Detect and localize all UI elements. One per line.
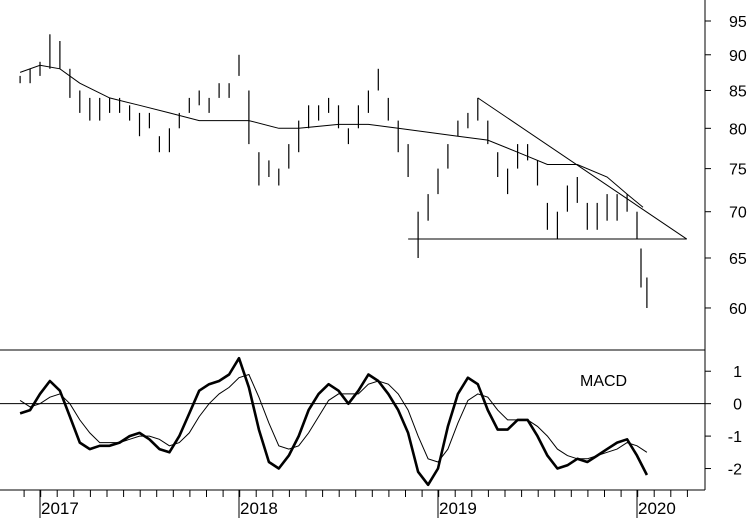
price-tick-label: 60 [729, 301, 747, 318]
x-tick-label: 2019 [439, 499, 477, 518]
moving-average-line [19, 64, 644, 208]
price-tick-label: 90 [729, 48, 747, 65]
price-tick-label: 95 [729, 14, 747, 31]
macd-signal-line [19, 373, 648, 463]
x-tick-label: 2018 [240, 499, 278, 518]
x-tick-label: 2020 [638, 499, 676, 518]
x-axis-ticks: 2017 2018 2019 2020 [23, 490, 688, 518]
macd-tick-label: 1 [733, 364, 742, 381]
macd-line [19, 356, 649, 487]
price-tick-label: 70 [729, 205, 747, 222]
resistance-line [477, 97, 688, 240]
price-panel [19, 34, 688, 308]
price-tick-label: 85 [729, 83, 747, 100]
macd-tick-label: -1 [728, 429, 742, 446]
price-bars [19, 34, 648, 308]
macd-tick-label: 0 [733, 397, 742, 414]
macd-panel: MACD [0, 356, 705, 487]
x-tick-label: 2017 [41, 499, 79, 518]
price-tick-label: 75 [729, 162, 747, 179]
macd-title: MACD [580, 373, 627, 390]
macd-axis-ticks: 1 0 -1 -2 [705, 364, 742, 479]
macd-tick-label: -2 [728, 462, 742, 479]
price-axis-ticks: 60 65 70 75 80 85 90 95 [705, 14, 747, 318]
price-tick-label: 65 [729, 251, 747, 268]
price-tick-label: 80 [729, 121, 747, 138]
